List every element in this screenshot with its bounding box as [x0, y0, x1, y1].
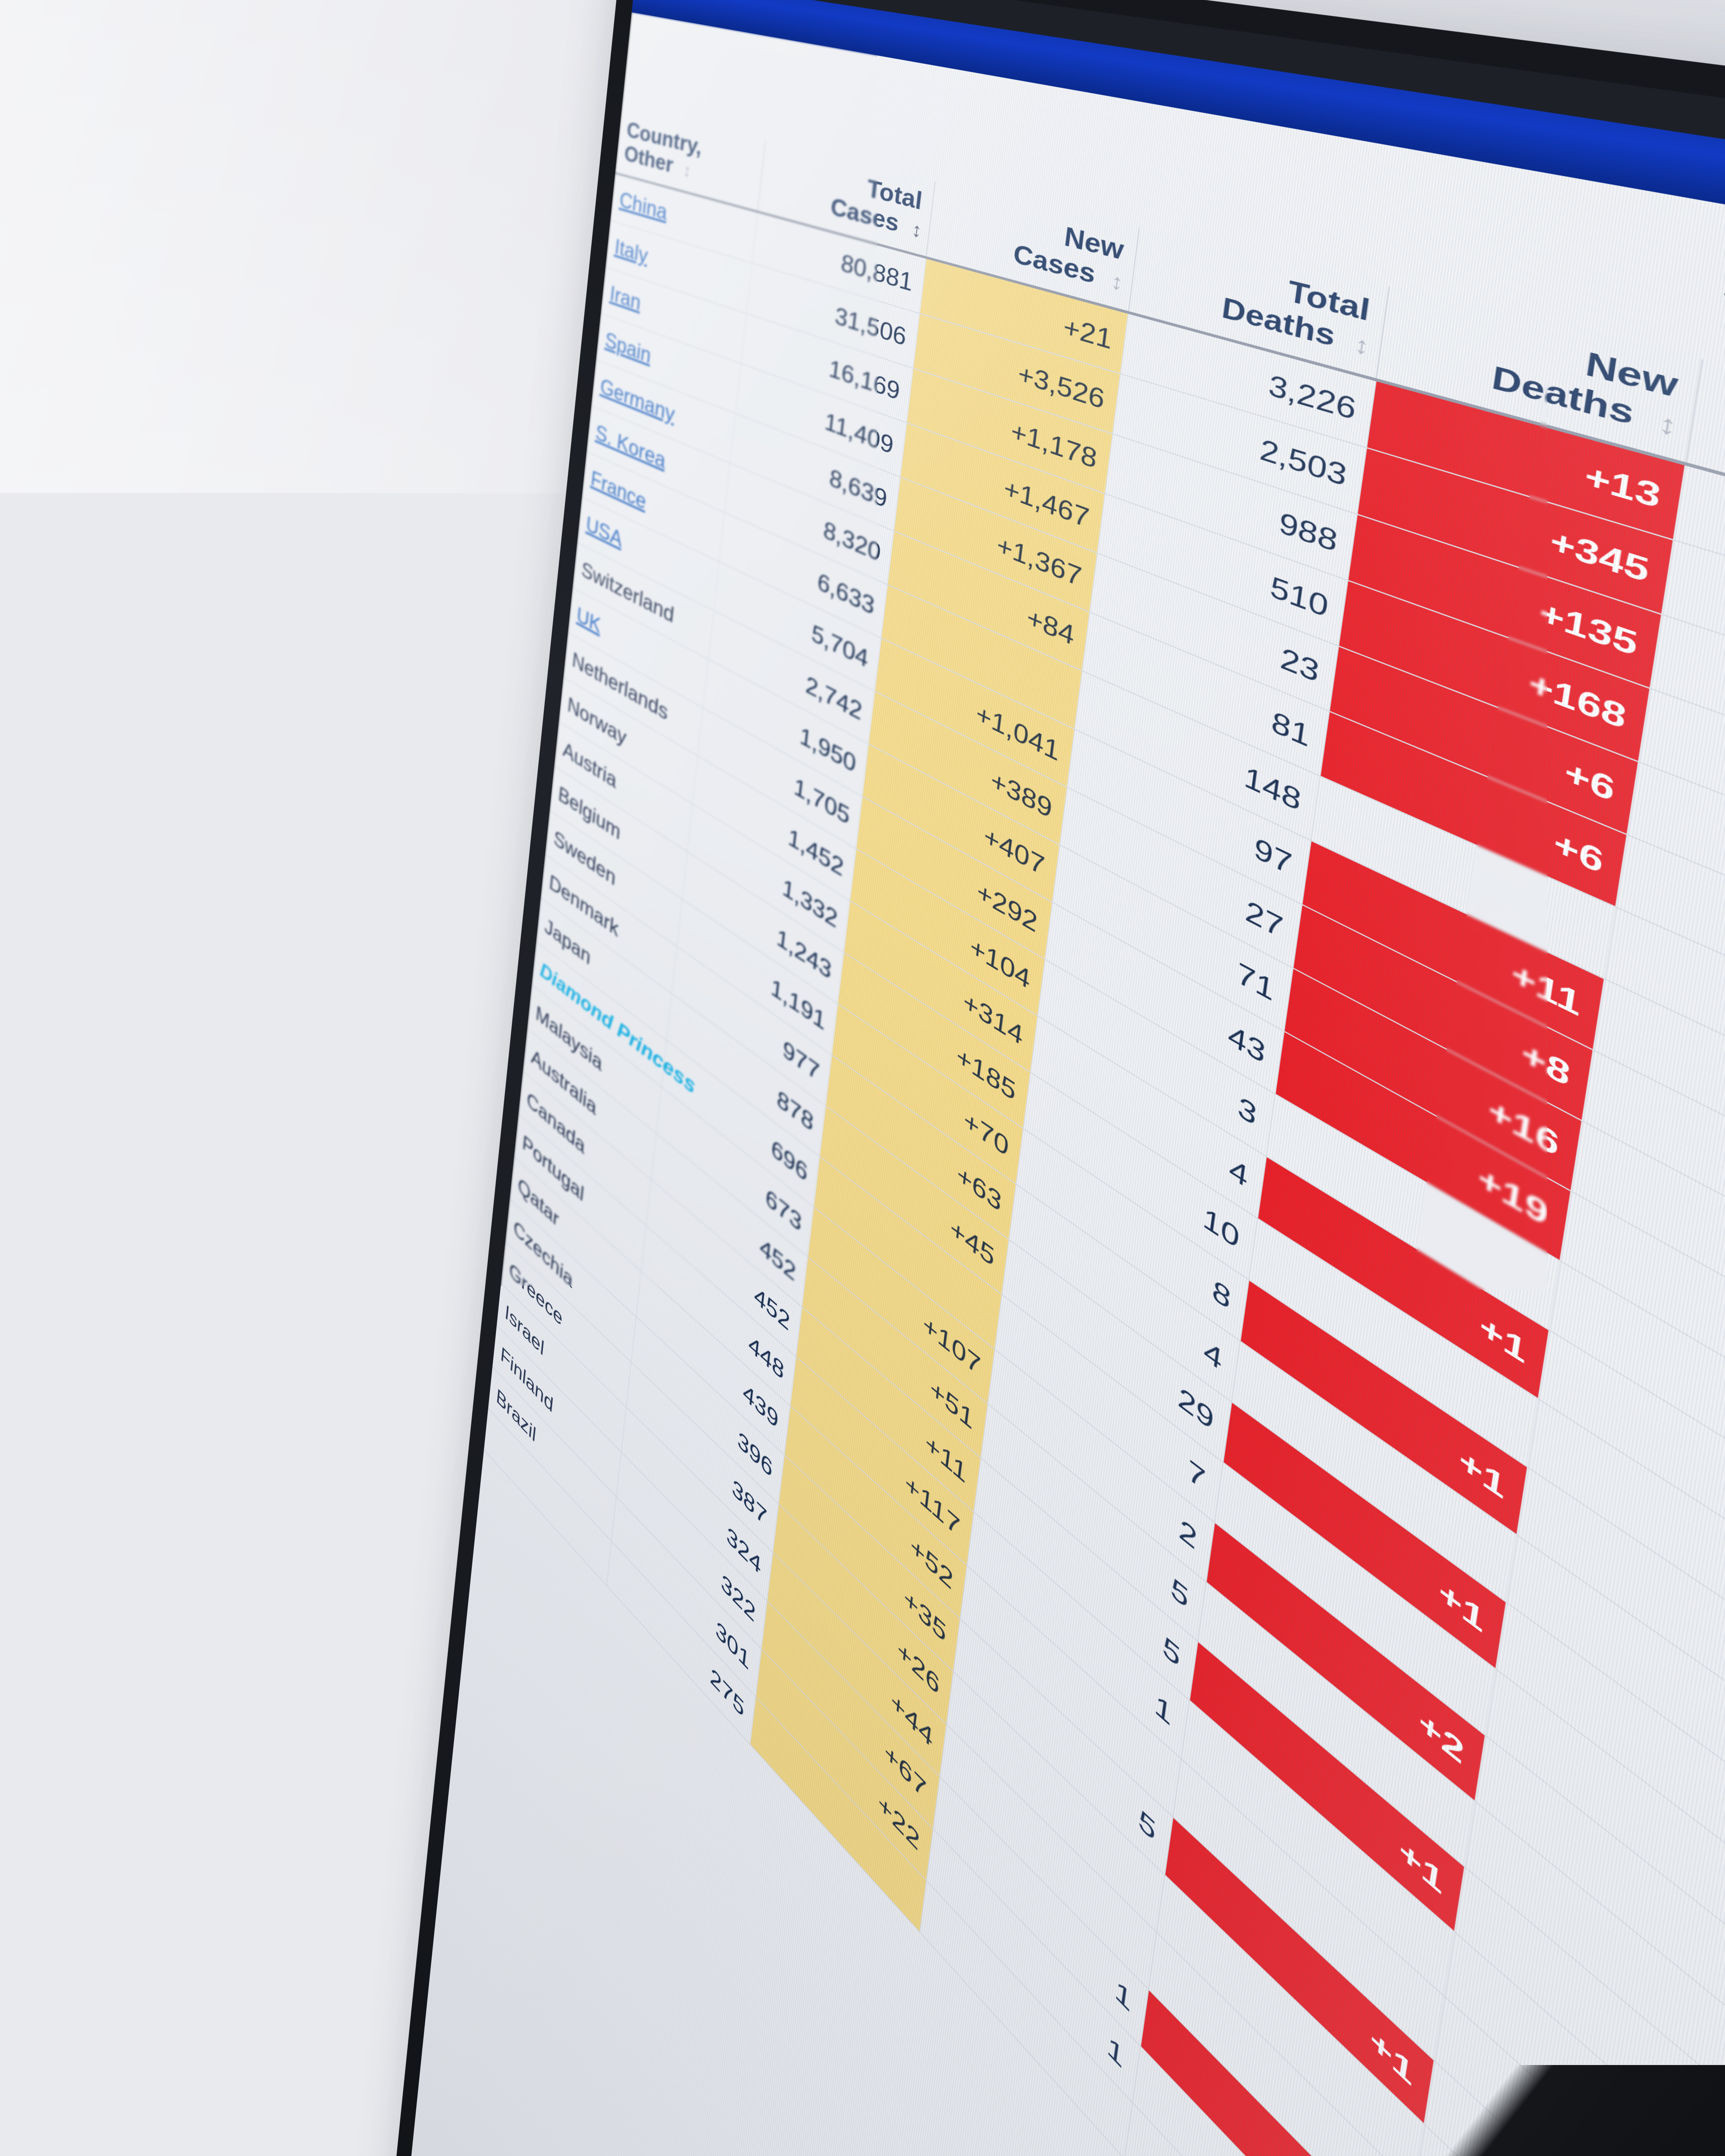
country-name[interactable]: China [618, 187, 668, 225]
col-header-country-label: Country, Other [623, 117, 703, 178]
desk-shadow [1121, 2065, 1725, 2156]
monitor: ...ology ✕ Chocolat Search: Country,Othe… [400, 0, 1725, 2156]
search-label: Search: [1720, 269, 1725, 342]
col-header-total-cases-label: Total Cases [829, 175, 924, 238]
covid-statistics-table: Country, Other ↕ Total Cases ↕ New Cases ↕ … [484, 108, 1725, 2156]
country-name[interactable]: Spain [604, 328, 652, 368]
sort-arrows-icon[interactable]: ↕ [1353, 331, 1367, 360]
sort-arrows-icon[interactable]: ↕ [1656, 408, 1674, 442]
screen-content: Search: Country, Other ↕ Total Cases ↕ New… [400, 13, 1725, 2156]
country-name[interactable]: Iran [609, 281, 642, 315]
sort-arrows-icon[interactable]: ↕ [682, 160, 690, 182]
sort-arrows-icon[interactable]: ↕ [1110, 269, 1121, 295]
country-name[interactable]: UK [576, 602, 602, 638]
col-header-total-deaths-label: Total Deaths [1220, 274, 1372, 353]
col-header-new-cases-label: New Cases [1012, 221, 1126, 289]
table-body: China80,881+213,226+1368,7158,9403,226It… [484, 173, 1725, 2156]
country-name[interactable]: USA [585, 511, 623, 552]
country-name[interactable]: Italy [614, 234, 649, 268]
sort-arrows-icon[interactable]: ↕ [910, 218, 920, 242]
